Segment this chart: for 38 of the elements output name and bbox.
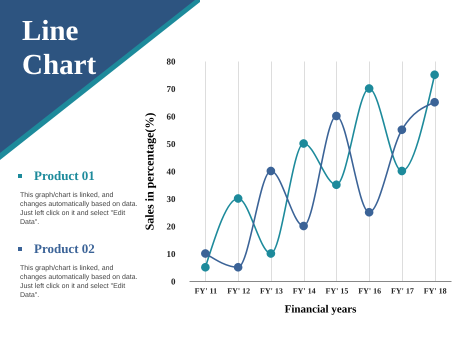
y-tick-label: 60 (166, 112, 176, 122)
legend-label: Product 01 (34, 168, 95, 184)
point (364, 84, 374, 93)
y-axis-title: Sales in percentage(%) (142, 112, 156, 230)
y-tick-label: 50 (166, 139, 176, 149)
chart-title: Line Chart (22, 14, 98, 82)
y-tick-label: 20 (166, 222, 176, 232)
x-tick-label: FY' 11 (194, 286, 218, 296)
point (398, 166, 406, 176)
point (398, 125, 406, 134)
legend-label: Product 02 (34, 241, 95, 257)
point (364, 208, 374, 217)
point (234, 262, 242, 272)
point (430, 98, 439, 107)
y-tick-label: 0 (171, 276, 176, 286)
point (430, 70, 439, 80)
point (299, 222, 308, 230)
point (201, 262, 210, 272)
y-tick-label: 10 (166, 249, 176, 259)
point (266, 166, 276, 176)
x-tick-label: FY' 12 (227, 286, 250, 296)
point (201, 249, 210, 258)
x-tick-label: FY' 17 (390, 286, 414, 296)
y-tick-label: 80 (166, 56, 176, 66)
x-tick-label: FY' 14 (292, 286, 316, 296)
x-tick-label: FY' 16 (358, 286, 382, 296)
point (234, 194, 242, 203)
x-tick-label: FY' 18 (424, 286, 447, 296)
y-tick-label: 70 (166, 84, 176, 94)
point (299, 139, 308, 148)
y-tick-label: 40 (166, 166, 176, 176)
y-tick-label: 30 (166, 194, 176, 204)
x-tick-label: FY' 13 (260, 286, 283, 296)
x-axis-title: Financial years (284, 304, 358, 316)
point (332, 180, 341, 190)
x-tick-label: FY' 15 (325, 286, 348, 296)
point (266, 249, 276, 258)
point (332, 112, 341, 120)
